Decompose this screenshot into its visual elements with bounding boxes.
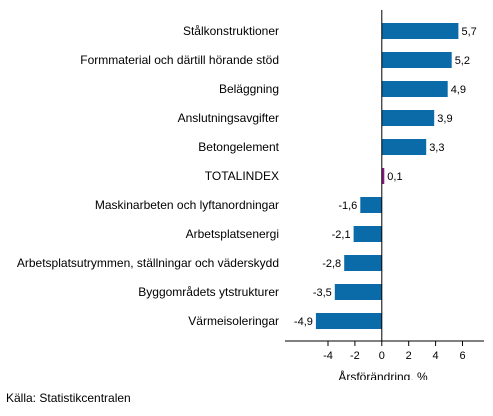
- value-label: 3,3: [429, 142, 444, 154]
- value-label: -2,1: [332, 229, 351, 241]
- value-label: -4,9: [294, 316, 313, 328]
- category-label: Formmaterial och därtill hörande stöd: [80, 53, 279, 67]
- bar-chart: Stålkonstruktioner Formmaterial och därti…: [17, 10, 484, 380]
- bar-betongelement: [381, 139, 427, 155]
- category-label: Byggområdets ytstrukturer: [138, 285, 279, 299]
- value-label: 5,2: [455, 55, 470, 67]
- category-label: Arbetsplatsenergi: [186, 227, 279, 241]
- value-label: 3,9: [437, 113, 452, 125]
- category-label: Arbetsplatsutrymmen, ställningar och väd…: [17, 256, 279, 270]
- value-label: 4,9: [451, 84, 466, 96]
- category-label: Maskinarbeten och lyftanordningar: [95, 198, 279, 212]
- value-label: 5,7: [462, 26, 477, 38]
- bar-formmaterial-och-därtill-hörande-stöd: [381, 52, 452, 68]
- category-labels-group: Stålkonstruktioner Formmaterial och därti…: [17, 24, 280, 328]
- bar-arbetsplatsenergi: [353, 226, 382, 242]
- bar-beläggning: [381, 81, 448, 97]
- category-label: Värmeisoleringar: [188, 314, 279, 328]
- category-label: TOTALINDEX: [205, 169, 279, 183]
- axes-group: -4 -2 0 2 4 6: [285, 10, 484, 362]
- value-labels-group: 5,7 5,2 4,9 3,9 3,3 0,1 -1,6 -2,1 -2,8 -3,5 -4,9: [294, 26, 477, 328]
- x-tick-label: 6: [459, 350, 465, 362]
- value-label: -2,8: [322, 258, 341, 270]
- bar-stålkonstruktioner: [381, 23, 459, 39]
- value-label: -3,5: [313, 287, 332, 299]
- category-label: Betongelement: [198, 140, 279, 154]
- category-label: Stålkonstruktioner: [183, 24, 279, 38]
- value-label: 0,1: [387, 171, 402, 183]
- bar-totalindex: [381, 168, 385, 184]
- value-label: -1,6: [338, 200, 357, 212]
- bars-group: [315, 23, 459, 329]
- x-tick-label: 0: [379, 350, 385, 362]
- category-label: Anslutningsavgifter: [178, 111, 279, 125]
- bar-anslutningsavgifter: [381, 110, 435, 126]
- category-label: Beläggning: [219, 82, 279, 96]
- x-axis-label: Årsförändring, %: [338, 369, 428, 380]
- x-tick-label: -4: [323, 350, 333, 362]
- x-tick-label: 4: [433, 350, 439, 362]
- bar-byggområdets-ytstrukturer: [334, 284, 382, 300]
- x-tick-label: -2: [350, 350, 360, 362]
- x-tick-label: 2: [406, 350, 412, 362]
- bar-maskinarbeten-och-lyftanordningar: [360, 197, 382, 213]
- bar-arbetsplatsutrymmen-ställningar-och-väderskydd: [344, 255, 382, 271]
- source-note: Källa: Statistikcentralen: [6, 391, 131, 405]
- bar-värmeisoleringar: [315, 313, 382, 329]
